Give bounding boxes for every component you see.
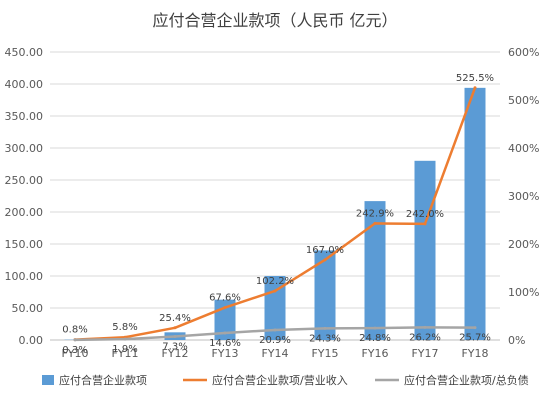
line-point — [273, 328, 277, 332]
x-tick-label: FY14 — [261, 347, 288, 360]
bar — [364, 201, 386, 340]
data-label: 25.4% — [159, 313, 191, 324]
y2-tick-label: 500% — [508, 94, 539, 107]
left-axis-ticks: 0.00 50.00 100.00 150.00 200.00 250.00 300.00 3… — [5, 46, 44, 347]
y-tick-label: 450.00 — [5, 46, 44, 59]
y-tick-label: 350.00 — [5, 110, 44, 123]
gridlines — [50, 51, 500, 341]
legend: 应付合营企业款项 应付合营企业款项/营业收入 应付合营企业款项/总负债 — [42, 373, 529, 387]
data-label: 24.3% — [309, 333, 341, 344]
line-point — [423, 325, 427, 329]
data-label: 67.6% — [209, 293, 241, 304]
data-label: 242.9% — [356, 208, 394, 219]
data-label: 7.3% — [162, 341, 187, 352]
line-point — [223, 331, 227, 335]
bar-series — [64, 87, 486, 340]
y2-tick-label: 200% — [508, 238, 539, 251]
legend-swatch — [42, 375, 54, 385]
y-tick-label: 150.00 — [5, 238, 44, 251]
data-label: 102.2% — [256, 276, 294, 287]
bar — [414, 160, 436, 340]
line-point — [73, 338, 77, 342]
line-point — [473, 326, 477, 330]
line-point — [373, 221, 377, 225]
y2-tick-label: 300% — [508, 190, 539, 203]
data-label: 242.0% — [406, 209, 444, 220]
data-label: 26.2% — [409, 332, 441, 343]
line-point — [473, 86, 477, 90]
x-tick-label: FY16 — [361, 347, 388, 360]
data-label: 167.0% — [306, 245, 344, 256]
y-tick-label: 250.00 — [5, 174, 44, 187]
line-point — [423, 222, 427, 226]
y-tick-label: 100.00 — [5, 270, 44, 283]
line-point — [123, 337, 127, 341]
x-tick-label: FY11 — [111, 347, 138, 360]
line-series — [73, 86, 477, 342]
data-label: 0.3% — [62, 345, 87, 356]
legend-label: 应付合营企业款项/总负债 — [404, 373, 529, 387]
line-point — [373, 326, 377, 330]
data-label: 5.8% — [112, 322, 137, 333]
line-point — [173, 334, 177, 338]
data-labels: 0.8% 5.8% 25.4% 67.6% 102.2% 167.0% 242.9% 242.… — [62, 73, 494, 356]
data-label: 14.6% — [209, 338, 241, 349]
x-axis-ticks: FY10 FY11 FY12 FY13 FY14 FY15 FY16 FY17 FY18 — [61, 347, 488, 360]
bar — [464, 87, 486, 340]
legend-label: 应付合营企业款项 — [59, 373, 147, 387]
bar — [314, 250, 336, 340]
line-point — [223, 306, 227, 310]
x-tick-label: FY13 — [211, 347, 238, 360]
x-tick-label: FY10 — [61, 347, 88, 360]
line-point — [323, 326, 327, 330]
chart-title: 应付合营企业款项（人民币 亿元） — [152, 11, 397, 30]
data-label: 0.8% — [62, 325, 87, 336]
y-tick-label: 50.00 — [12, 302, 44, 315]
data-label: 525.5% — [456, 73, 494, 84]
y2-tick-label: 0% — [508, 334, 525, 347]
right-axis-ticks: 0% 100% 200% 300% 400% 500% 600% — [508, 46, 539, 347]
x-tick-label: FY18 — [461, 347, 488, 360]
y-tick-label: 200.00 — [5, 206, 44, 219]
y2-tick-label: 400% — [508, 142, 539, 155]
data-label: 25.7% — [459, 333, 491, 344]
line-point — [323, 258, 327, 262]
x-tick-label: FY17 — [411, 347, 438, 360]
y2-tick-label: 100% — [508, 286, 539, 299]
legend-label: 应付合营企业款项/营业收入 — [212, 373, 348, 387]
x-tick-label: FY15 — [311, 347, 338, 360]
y-tick-label: 400.00 — [5, 78, 44, 91]
y-tick-label: 300.00 — [5, 142, 44, 155]
x-tick-label: FY12 — [161, 347, 188, 360]
y2-tick-label: 600% — [508, 46, 539, 59]
data-label: 20.9% — [259, 335, 291, 346]
data-label: 1.9% — [112, 344, 137, 355]
line-point — [173, 326, 177, 330]
data-label: 24.8% — [359, 333, 391, 344]
y-tick-label: 0.00 — [19, 334, 44, 347]
line-point — [273, 289, 277, 293]
